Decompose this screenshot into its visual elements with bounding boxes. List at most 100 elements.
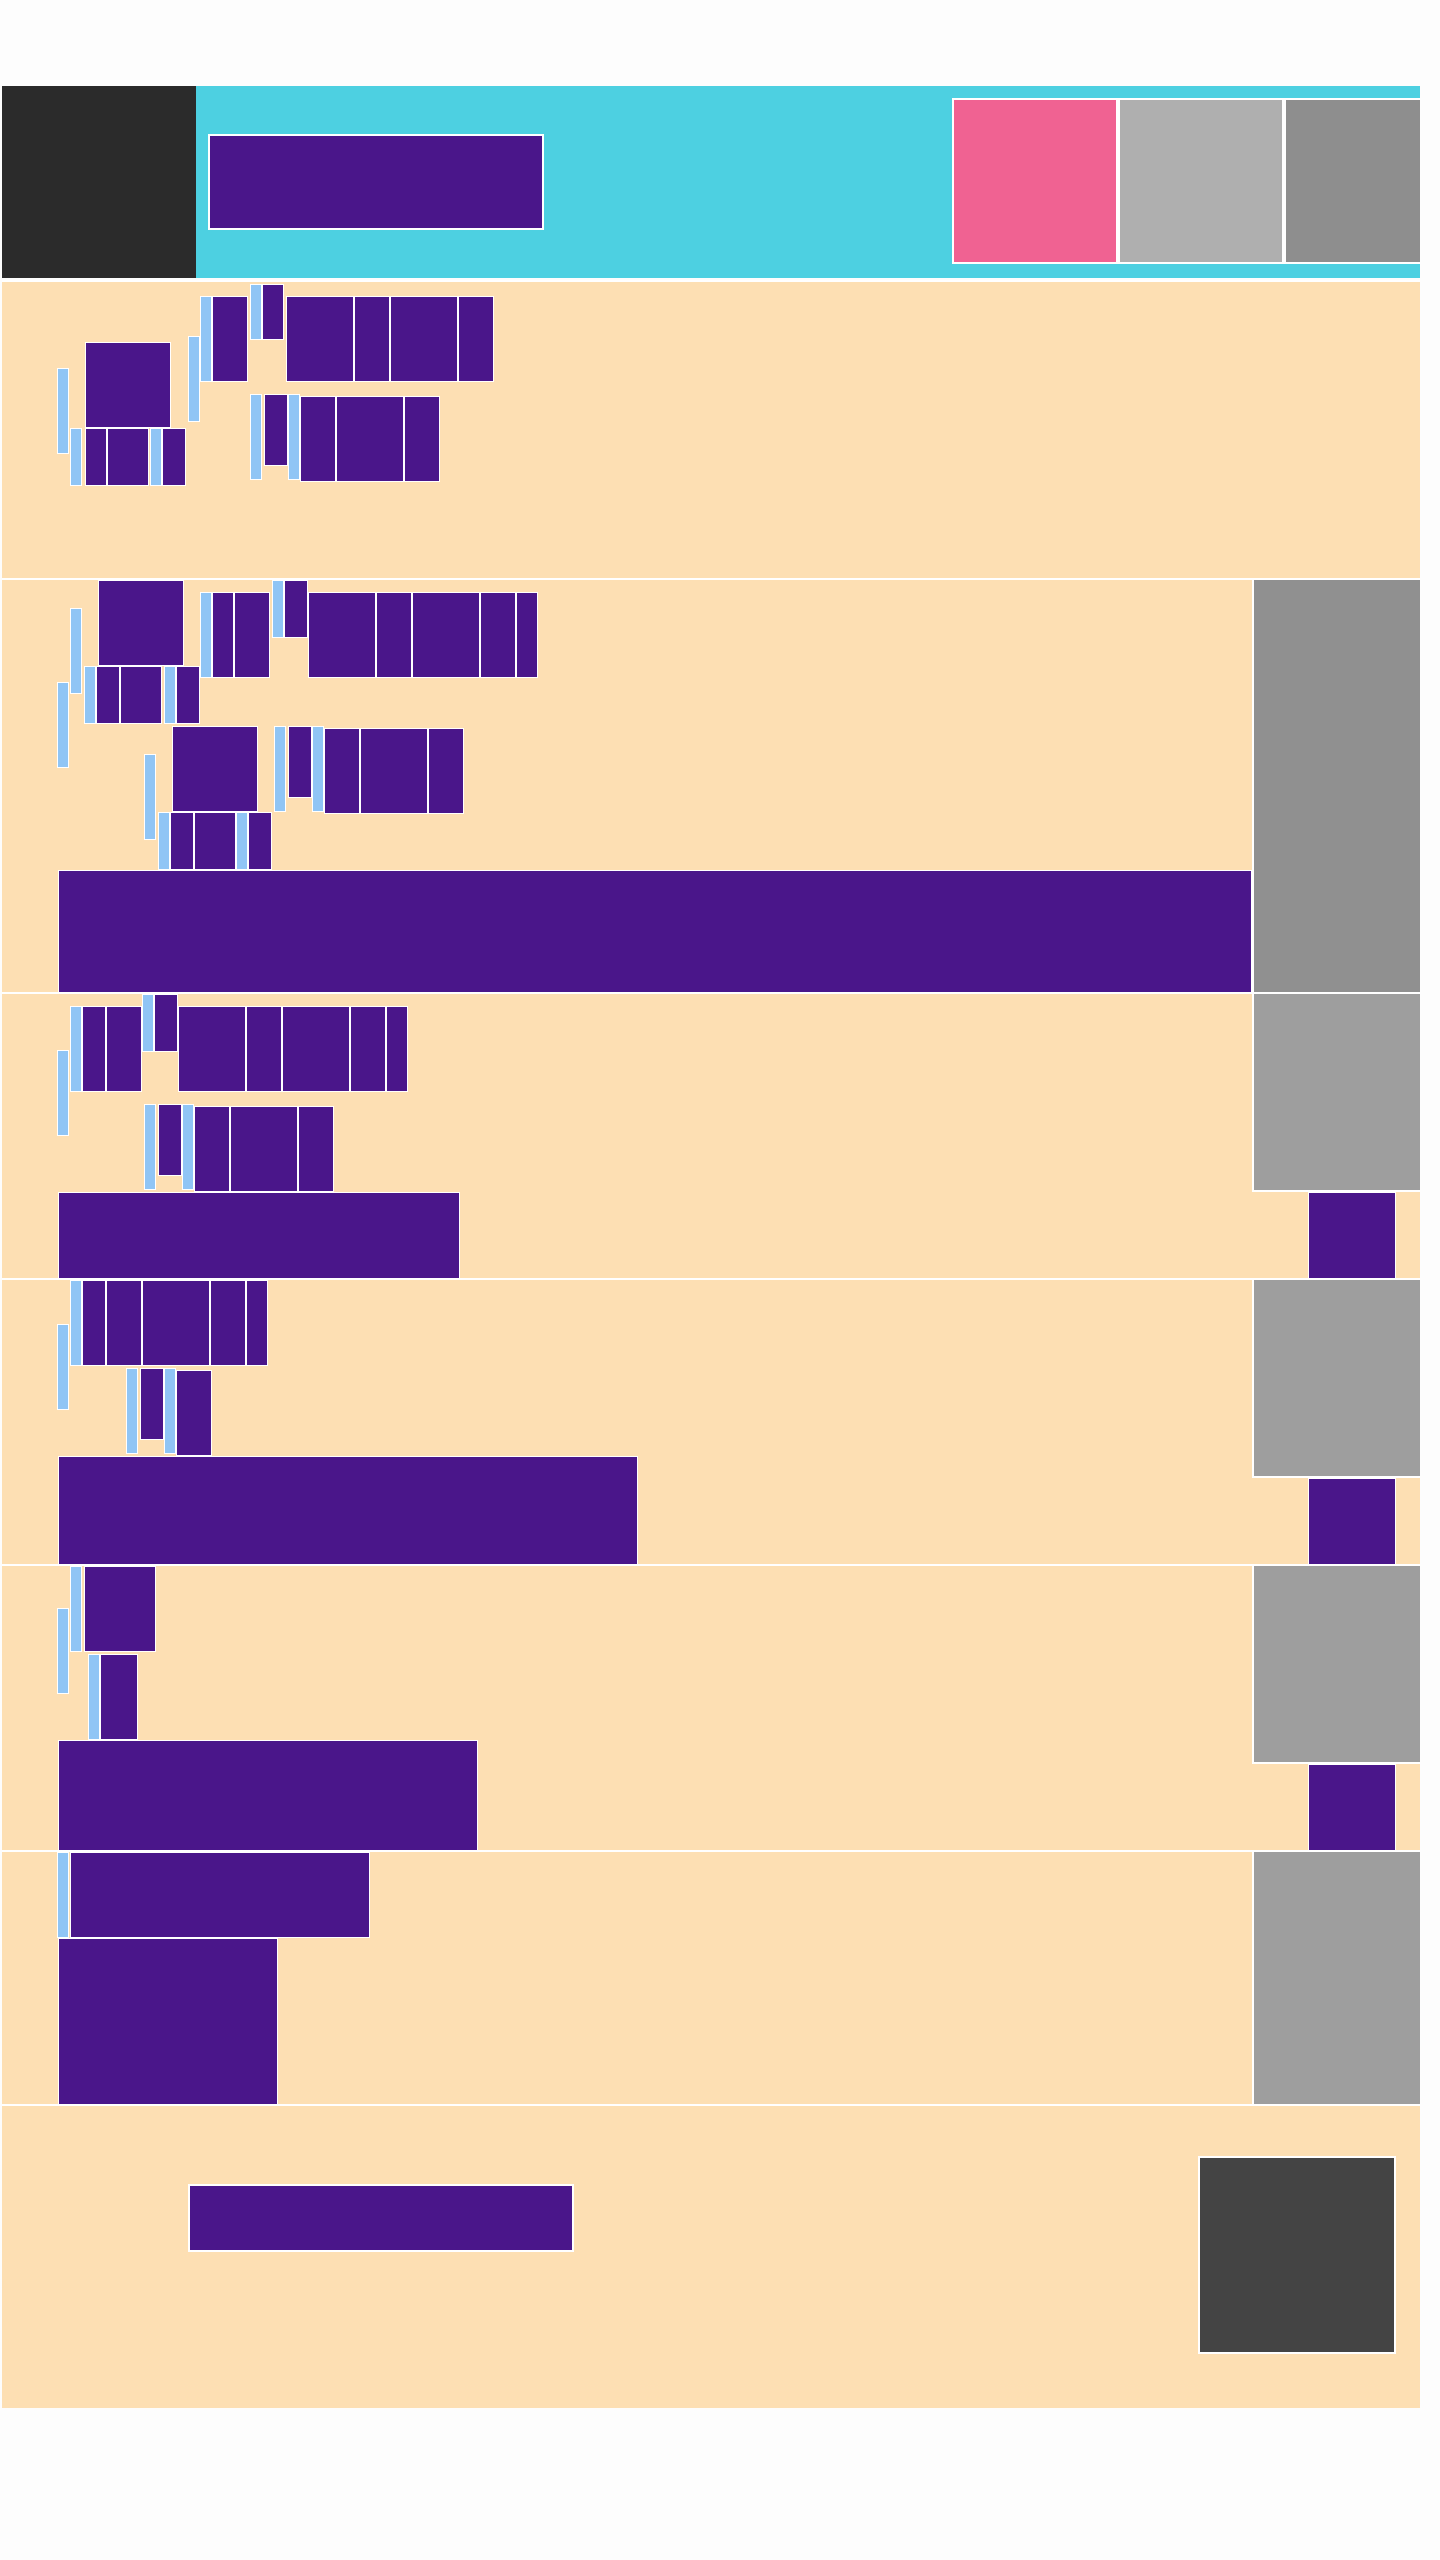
- indent-marker: [57, 1050, 69, 1136]
- comment-text: [82, 1006, 106, 1092]
- indent-marker: [57, 1608, 69, 1694]
- comment-text: [234, 592, 270, 678]
- footer-link[interactable]: [188, 2184, 574, 2252]
- comment-text: [282, 1006, 350, 1092]
- comment-author[interactable]: [172, 726, 258, 812]
- comment-meta: [96, 666, 120, 724]
- comment-text: [194, 1106, 230, 1192]
- comment-text: [230, 1106, 298, 1192]
- indent-marker: [312, 726, 324, 812]
- indent-marker: [84, 666, 96, 724]
- indent-marker: [126, 1368, 138, 1454]
- indent-marker: [57, 1852, 69, 1938]
- comment-text: [308, 592, 376, 678]
- indent-marker: [57, 368, 69, 454]
- header: [2, 86, 1420, 278]
- indent-marker: [144, 1104, 156, 1190]
- reply-button[interactable]: [1308, 1764, 1396, 1852]
- indent-marker: [70, 1566, 82, 1652]
- comment-text: [428, 728, 464, 814]
- comment-text: [106, 1280, 142, 1366]
- indent-marker: [88, 1654, 100, 1740]
- indent-marker: [288, 394, 300, 480]
- post-text: [212, 296, 248, 382]
- comment-text: [212, 592, 234, 678]
- indent-marker: [57, 1324, 69, 1410]
- comment-text: [84, 1566, 156, 1652]
- indent-marker: [142, 994, 154, 1052]
- indent-marker: [236, 812, 248, 870]
- logo[interactable]: [2, 86, 196, 278]
- comment-thread: [2, 578, 1420, 994]
- indent-marker: [57, 682, 69, 768]
- comment-text: [58, 1938, 278, 2106]
- indent-marker: [250, 284, 262, 340]
- comment-side-panel: [1252, 1280, 1420, 1478]
- author-name[interactable]: [85, 342, 171, 428]
- indent-marker: [274, 726, 286, 812]
- comment-text: [140, 1368, 164, 1440]
- post-text: [262, 284, 284, 340]
- footer-image[interactable]: [1198, 2156, 1396, 2354]
- header-swatch-light-gray[interactable]: [1118, 98, 1284, 264]
- comment-text: [158, 1104, 182, 1176]
- post-text: [300, 396, 336, 482]
- header-swatch-pink[interactable]: [952, 98, 1118, 264]
- indent-marker: [144, 754, 156, 840]
- reply-button[interactable]: [1308, 1192, 1396, 1280]
- post-meta-text: [162, 428, 186, 486]
- header-swatch-dark-gray[interactable]: [1284, 98, 1420, 264]
- comment-text: [350, 1006, 386, 1092]
- comment-text: [376, 592, 412, 678]
- comment-text: [58, 1740, 478, 1852]
- comment-thread: [2, 1564, 1420, 1852]
- comment-thread: [2, 1850, 1420, 2106]
- post-text: [264, 394, 288, 466]
- comment-text: [58, 1456, 638, 1566]
- header-title[interactable]: [208, 134, 544, 230]
- indent-marker: [150, 428, 162, 486]
- comment-meta: [176, 666, 200, 724]
- comment-text: [70, 1852, 370, 1938]
- comment-side-panel: [1252, 994, 1420, 1192]
- post-text: [458, 296, 494, 382]
- indent-marker: [70, 608, 82, 694]
- reply-button[interactable]: [1308, 1478, 1396, 1566]
- comment-text: [142, 1280, 210, 1366]
- comment-meta: [194, 812, 236, 870]
- comment-text: [154, 994, 178, 1052]
- footer: [2, 2104, 1420, 2408]
- comment-text: [246, 1280, 268, 1366]
- comment-text: [176, 1370, 212, 1456]
- comment-text: [246, 1006, 282, 1092]
- comment-text: [324, 728, 360, 814]
- post-text: [286, 296, 354, 382]
- comment-thread: [2, 992, 1420, 1280]
- comment-text: [58, 1192, 460, 1280]
- post-text: [336, 396, 404, 482]
- indent-marker: [200, 296, 212, 382]
- comment-text: [360, 728, 428, 814]
- comment-text: [100, 1654, 138, 1740]
- comment-text: [298, 1106, 334, 1192]
- comment-text: [480, 592, 516, 678]
- indent-marker: [272, 580, 284, 638]
- comment-text: [412, 592, 480, 678]
- comment-side-panel: [1252, 1852, 1420, 2106]
- comment-side-panel: [1252, 1566, 1420, 1764]
- comment-side-panel: [1252, 580, 1420, 994]
- comment-text: [288, 726, 312, 798]
- comment-meta: [120, 666, 162, 724]
- post-text: [354, 296, 390, 382]
- comment-author[interactable]: [98, 580, 184, 666]
- comment-text: [386, 1006, 408, 1092]
- indent-marker: [164, 1368, 176, 1454]
- comment-text: [210, 1280, 246, 1366]
- post-meta-text: [85, 428, 107, 486]
- comment-meta: [170, 812, 194, 870]
- post-text: [390, 296, 458, 382]
- post-text: [404, 396, 440, 482]
- indent-marker: [70, 1280, 82, 1366]
- comment-text: [284, 580, 308, 638]
- post-meta-text: [107, 428, 149, 486]
